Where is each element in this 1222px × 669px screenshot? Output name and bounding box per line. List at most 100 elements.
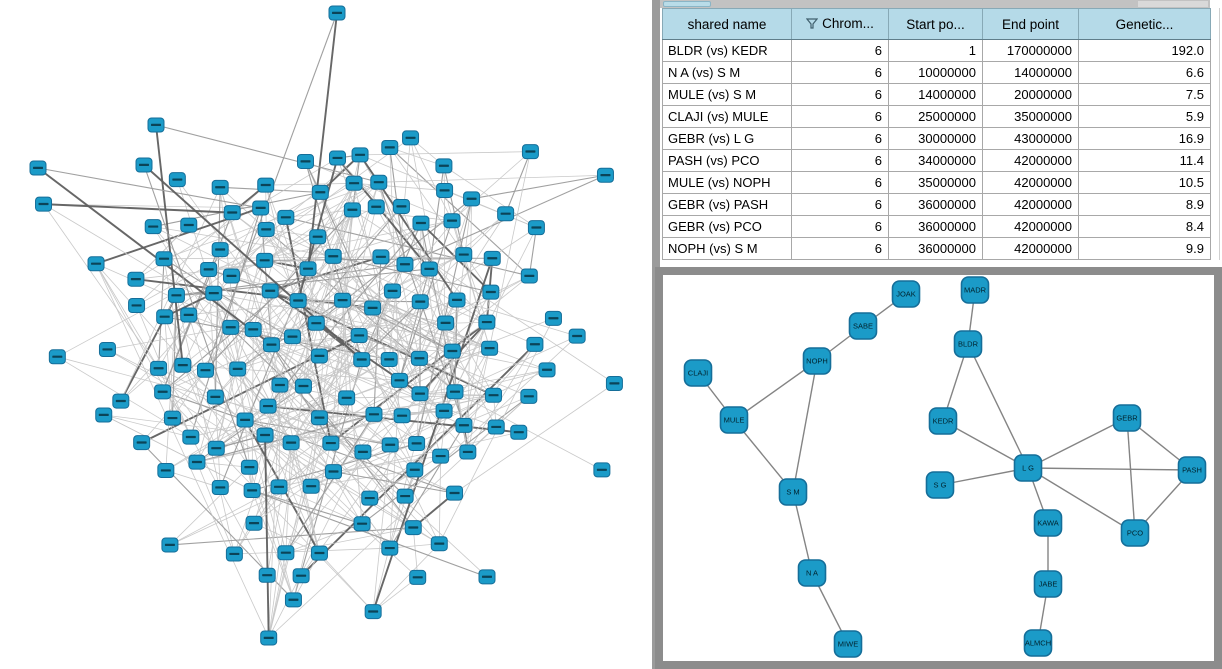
- column-header-0[interactable]: shared name: [662, 8, 792, 40]
- network-node-MULE[interactable]: MULE: [719, 406, 749, 434]
- table-cell[interactable]: 6: [791, 127, 889, 150]
- network-node[interactable]: [605, 376, 623, 392]
- network-node[interactable]: [406, 462, 424, 478]
- network-node[interactable]: [463, 191, 481, 207]
- table-cell[interactable]: 30000000: [888, 127, 983, 150]
- network-node[interactable]: [222, 268, 240, 284]
- network-node[interactable]: [127, 271, 145, 287]
- network-node[interactable]: [180, 217, 198, 233]
- column-header-4[interactable]: Genetic...: [1078, 8, 1211, 40]
- network-node[interactable]: [351, 147, 369, 163]
- network-node[interactable]: [240, 459, 258, 475]
- network-node[interactable]: [596, 167, 614, 183]
- network-node[interactable]: [338, 390, 356, 406]
- network-node[interactable]: [430, 536, 448, 552]
- network-node-GEBR[interactable]: GEBR: [1112, 404, 1142, 432]
- network-node[interactable]: [412, 215, 430, 231]
- network-node[interactable]: [258, 567, 276, 583]
- network-node[interactable]: [328, 5, 346, 21]
- table-row[interactable]: MULE (vs) S M 6 14000000 20000000 7.5: [662, 83, 1211, 106]
- network-node[interactable]: [48, 349, 66, 365]
- network-node-PASH[interactable]: PASH: [1177, 456, 1207, 484]
- network-node[interactable]: [485, 387, 503, 403]
- network-node[interactable]: [156, 309, 174, 325]
- table-cell[interactable]: 42000000: [982, 237, 1079, 260]
- network-node[interactable]: [277, 209, 295, 225]
- network-node[interactable]: [482, 284, 500, 300]
- network-node[interactable]: [380, 351, 398, 367]
- network-node[interactable]: [229, 361, 247, 377]
- network-node[interactable]: [478, 314, 496, 330]
- table-cell[interactable]: 6: [791, 237, 889, 260]
- network-node[interactable]: [324, 464, 342, 480]
- network-node[interactable]: [98, 342, 116, 358]
- network-node[interactable]: [568, 328, 586, 344]
- table-row[interactable]: PASH (vs) PCO 6 34000000 42000000 11.4: [662, 149, 1211, 172]
- network-node-KEDR[interactable]: KEDR: [928, 407, 958, 435]
- table-cell[interactable]: 36000000: [888, 215, 983, 238]
- network-edge-NOPH-MULE[interactable]: [733, 360, 818, 421]
- table-row[interactable]: CLAJI (vs) MULE 6 25000000 35000000 5.9: [662, 105, 1211, 128]
- horizontal-scrollbar-track[interactable]: [1138, 1, 1208, 7]
- table-row[interactable]: BLDR (vs) KEDR 6 1 170000000 192.0: [662, 39, 1211, 62]
- table-cell[interactable]: 6: [791, 105, 889, 128]
- network-node[interactable]: [350, 328, 368, 344]
- table-cell[interactable]: PASH (vs) PCO: [662, 149, 792, 172]
- network-node[interactable]: [222, 319, 240, 335]
- network-node[interactable]: [365, 406, 383, 422]
- network-node[interactable]: [261, 283, 279, 299]
- network-node[interactable]: [526, 336, 544, 352]
- table-cell[interactable]: 43000000: [982, 127, 1079, 150]
- network-node[interactable]: [459, 444, 477, 460]
- network-node[interactable]: [443, 343, 461, 359]
- network-node[interactable]: [188, 454, 206, 470]
- table-cell[interactable]: 6: [791, 193, 889, 216]
- network-node[interactable]: [157, 463, 175, 479]
- network-node[interactable]: [381, 437, 399, 453]
- network-node-MIWE[interactable]: MIWE: [833, 630, 863, 658]
- network-node[interactable]: [155, 251, 173, 267]
- network-edge-BLDR-LG[interactable]: [967, 343, 1029, 469]
- network-node[interactable]: [236, 412, 254, 428]
- table-cell[interactable]: 6: [791, 61, 889, 84]
- network-node[interactable]: [435, 158, 453, 174]
- network-node[interactable]: [200, 262, 218, 278]
- network-node[interactable]: [455, 417, 473, 433]
- network-node[interactable]: [245, 515, 263, 531]
- table-cell[interactable]: 25000000: [888, 105, 983, 128]
- table-cell[interactable]: 35000000: [888, 171, 983, 194]
- network-node[interactable]: [520, 268, 538, 284]
- table-cell[interactable]: 6: [791, 83, 889, 106]
- network-node[interactable]: [437, 315, 455, 331]
- network-node[interactable]: [409, 569, 427, 585]
- table-cell[interactable]: 34000000: [888, 149, 983, 172]
- table-cell[interactable]: 6: [791, 39, 889, 62]
- network-edge-LG-PCO[interactable]: [1027, 467, 1136, 534]
- table-cell[interactable]: 7.5: [1078, 83, 1211, 106]
- network-node[interactable]: [211, 179, 229, 195]
- network-node[interactable]: [260, 630, 278, 646]
- network-node[interactable]: [367, 199, 385, 215]
- network-node[interactable]: [364, 300, 382, 316]
- table-row[interactable]: GEBR (vs) PCO 6 36000000 42000000 8.4: [662, 215, 1211, 238]
- network-node[interactable]: [322, 435, 340, 451]
- network-node-JOAK[interactable]: JOAK: [891, 280, 921, 308]
- filter-funnel-icon[interactable]: [805, 17, 819, 32]
- network-node[interactable]: [497, 206, 515, 222]
- network-node[interactable]: [411, 386, 429, 402]
- network-node[interactable]: [180, 307, 198, 323]
- network-node-MADR[interactable]: MADR: [960, 276, 990, 304]
- network-node[interactable]: [294, 378, 312, 394]
- table-cell[interactable]: GEBR (vs) PASH: [662, 193, 792, 216]
- network-node[interactable]: [443, 213, 461, 229]
- network-node[interactable]: [174, 357, 192, 373]
- network-node[interactable]: [244, 321, 262, 337]
- network-edge-LG-PASH[interactable]: [1027, 467, 1193, 471]
- network-node[interactable]: [284, 592, 302, 608]
- network-node[interactable]: [593, 462, 611, 478]
- network-node-LG[interactable]: L G: [1013, 454, 1043, 482]
- network-edge-SG-LG[interactable]: [939, 467, 1029, 486]
- table-row[interactable]: GEBR (vs) PASH 6 36000000 42000000 8.9: [662, 193, 1211, 216]
- network-node[interactable]: [154, 384, 172, 400]
- network-node[interactable]: [370, 174, 388, 190]
